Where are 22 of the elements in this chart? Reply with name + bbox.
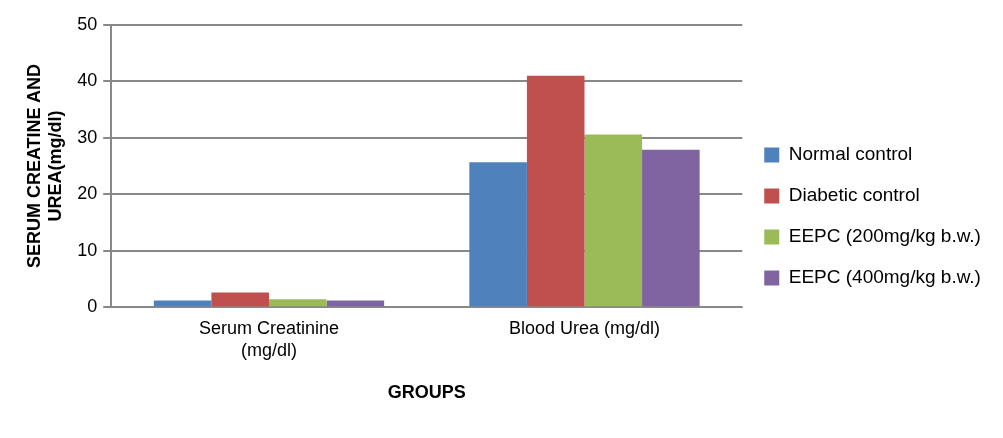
bar — [211, 292, 269, 307]
bar — [584, 134, 643, 307]
y-axis-title: SERUM CREATINE AND UREA(mg/dl) — [23, 64, 66, 269]
y-tick-label: 0 — [87, 296, 98, 317]
x-tick-label: Serum Creatinine (mg/dl) — [198, 317, 340, 360]
legend-label: Normal control — [788, 143, 913, 165]
y-tick-label: 20 — [77, 183, 98, 204]
bar — [326, 300, 385, 307]
bar — [526, 75, 585, 307]
bar — [469, 162, 527, 307]
bar — [153, 300, 212, 307]
x-tick-label: Blood Urea (mg/dl) — [508, 317, 661, 338]
y-tick-label: 10 — [77, 239, 98, 260]
legend-label: Diabetic control — [788, 184, 920, 206]
bar — [268, 299, 327, 307]
y-tick-label: 50 — [77, 13, 98, 34]
y-tick-label: 30 — [77, 126, 98, 147]
y-tick-label: 40 — [77, 70, 98, 91]
legend-label: EEPC (400mg/kg b.w.) — [788, 266, 981, 288]
bar — [642, 149, 700, 307]
x-axis-title: GROUPS — [387, 382, 466, 403]
legend-label: EEPC (200mg/kg b.w.) — [788, 225, 981, 247]
